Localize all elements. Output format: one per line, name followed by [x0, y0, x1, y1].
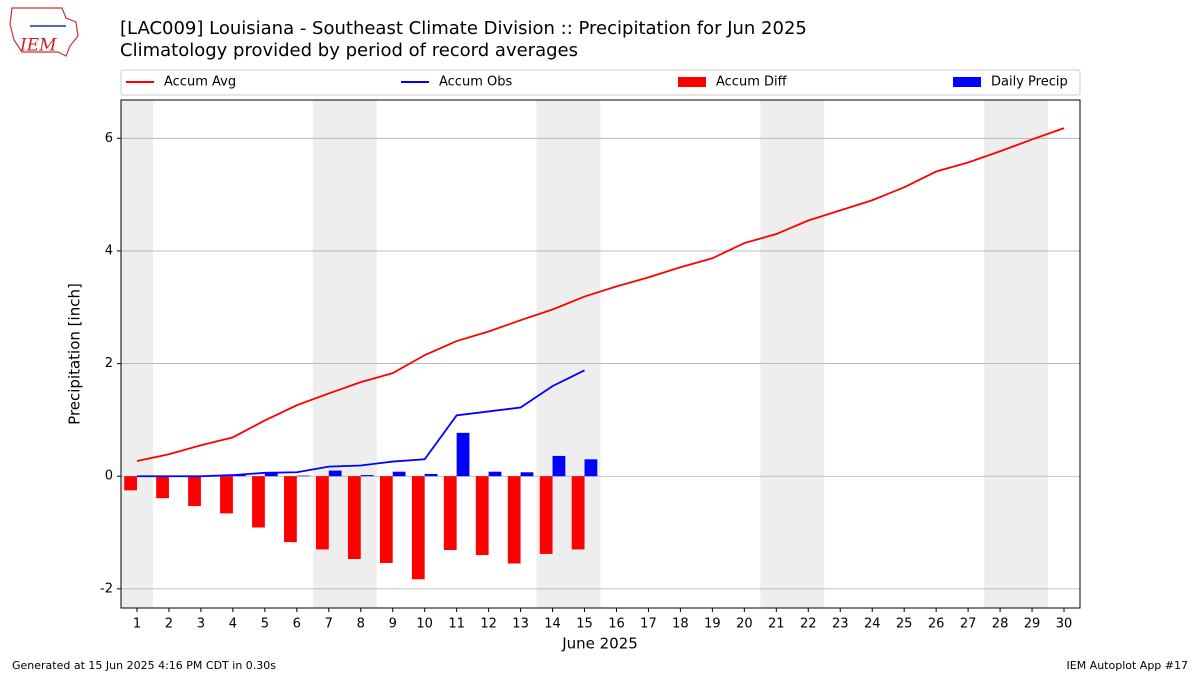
bar: [296, 475, 310, 477]
logo: IEM: [9, 7, 79, 57]
x-tick-label: 9: [389, 617, 397, 632]
chart-subtitle: Climatology provided by period of record…: [120, 40, 578, 61]
x-tick-label: 4: [229, 617, 237, 632]
bar: [443, 476, 457, 550]
bar: [392, 471, 406, 477]
x-tick-label: 25: [896, 617, 913, 632]
y-tick-label: 0: [105, 469, 113, 484]
bar: [507, 476, 521, 564]
y-axis-label: Precipitation [inch]: [66, 283, 84, 425]
x-tick-label: 14: [544, 617, 561, 632]
bar: [520, 472, 534, 477]
x-tick-label: 28: [992, 617, 1009, 632]
bar: [571, 476, 585, 550]
logo-text: IEM: [19, 36, 57, 56]
line: [136, 369, 585, 478]
legend-label: Daily Precip: [991, 75, 1068, 90]
weekend-shade: [121, 100, 153, 608]
bar: [315, 476, 329, 550]
x-tick-label: 24: [864, 617, 881, 632]
y-tick-label: 4: [105, 243, 113, 258]
legend-label: Accum Obs: [439, 75, 512, 90]
footer-left: Generated at 15 Jun 2025 4:16 PM CDT in …: [12, 659, 276, 672]
chart-title: [LAC009] Louisiana - Southeast Climate D…: [120, 18, 807, 39]
legend-swatch: [678, 77, 706, 87]
x-tick-label: 10: [416, 617, 433, 632]
bar: [411, 476, 425, 580]
bar: [252, 476, 265, 528]
footer-right: IEM Autoplot App #17: [1067, 659, 1189, 672]
x-tick-label: 2: [165, 617, 173, 632]
legend-label: Accum Avg: [164, 75, 236, 90]
x-tick-label: 20: [736, 617, 753, 632]
bar: [424, 473, 438, 477]
x-tick-label: 18: [672, 617, 689, 632]
logo-outline: [9, 7, 79, 57]
bar: [539, 476, 553, 554]
x-tick-label: 23: [832, 617, 849, 632]
x-tick-label: 6: [293, 617, 301, 632]
line: [136, 127, 1065, 462]
x-tick-label: 29: [1024, 617, 1041, 632]
weekend-shade: [760, 100, 825, 608]
bar: [584, 459, 598, 477]
x-tick-label: 16: [608, 617, 625, 632]
x-tick-label: 3: [197, 617, 205, 632]
x-tick-label: 1: [133, 617, 141, 632]
x-axis-label: June 2025: [561, 635, 638, 653]
bar: [156, 476, 169, 499]
bar: [124, 476, 137, 491]
x-tick-label: 12: [480, 617, 497, 632]
x-tick-label: 26: [928, 617, 945, 632]
plot-frame: [120, 99, 1081, 609]
x-tick-label: 8: [357, 617, 365, 632]
bar: [379, 476, 393, 563]
x-tick-label: 17: [640, 617, 657, 632]
legend-label: Accum Diff: [716, 75, 788, 90]
bar: [488, 471, 502, 477]
bar: [552, 455, 566, 477]
legend-box: [120, 69, 1081, 96]
weekend-shade: [984, 100, 1049, 608]
bar: [475, 476, 489, 556]
x-tick-label: 11: [448, 617, 465, 632]
bar: [220, 476, 233, 514]
legend-swatch: [953, 77, 981, 87]
x-tick-label: 27: [960, 617, 977, 632]
bar: [264, 473, 278, 477]
bar: [328, 470, 342, 477]
x-tick-label: 21: [768, 617, 785, 632]
x-tick-label: 19: [704, 617, 721, 632]
x-tick-label: 15: [576, 617, 593, 632]
bar: [347, 476, 361, 560]
x-tick-label: 7: [325, 617, 333, 632]
x-tick-label: 5: [261, 617, 269, 632]
bar: [188, 476, 201, 507]
bar: [284, 476, 297, 543]
y-tick-label: 2: [105, 356, 113, 371]
x-tick-label: 22: [800, 617, 817, 632]
y-tick-label: -2: [100, 581, 113, 596]
y-tick-label: 6: [105, 131, 113, 146]
x-tick-label: 30: [1056, 617, 1073, 632]
bar: [232, 475, 246, 477]
bar: [456, 432, 470, 477]
x-tick-label: 13: [512, 617, 529, 632]
bar: [360, 475, 374, 477]
